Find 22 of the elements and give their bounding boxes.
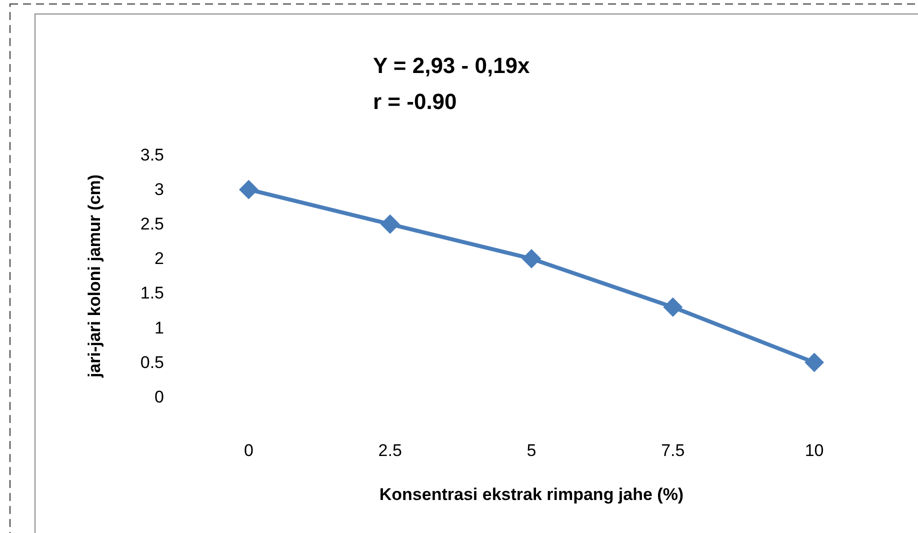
x-axis-title: Konsentrasi ekstrak rimpang jahe (%): [379, 485, 684, 504]
y-tick-label: 0: [154, 387, 164, 406]
y-tick-label: 2.5: [140, 214, 164, 234]
y-tick-label: 3: [154, 180, 164, 200]
y-tick-label: 1: [154, 318, 164, 338]
point: [380, 214, 400, 234]
x-tick-label: 5: [526, 441, 536, 460]
x-tick-label: 7.5: [661, 441, 685, 460]
point: [239, 180, 258, 200]
y-tick-label: 1.5: [140, 284, 164, 303]
y-axis-title: jari-jari koloni jamur (cm): [85, 174, 104, 379]
y-tick-label: 2: [154, 249, 164, 268]
x-tick-label: 2.5: [378, 441, 402, 460]
text: Y = 2,93 - 0,19x: [373, 53, 531, 78]
text: r = -0.90: [373, 89, 457, 114]
y-tick-label: 0.5: [140, 352, 164, 372]
point: [663, 298, 682, 317]
x-tick-label: 10: [804, 441, 824, 460]
point: [522, 249, 541, 268]
point: [804, 352, 824, 372]
y-tick-label: 3.5: [140, 145, 164, 164]
x-tick-label: 0: [244, 441, 254, 460]
